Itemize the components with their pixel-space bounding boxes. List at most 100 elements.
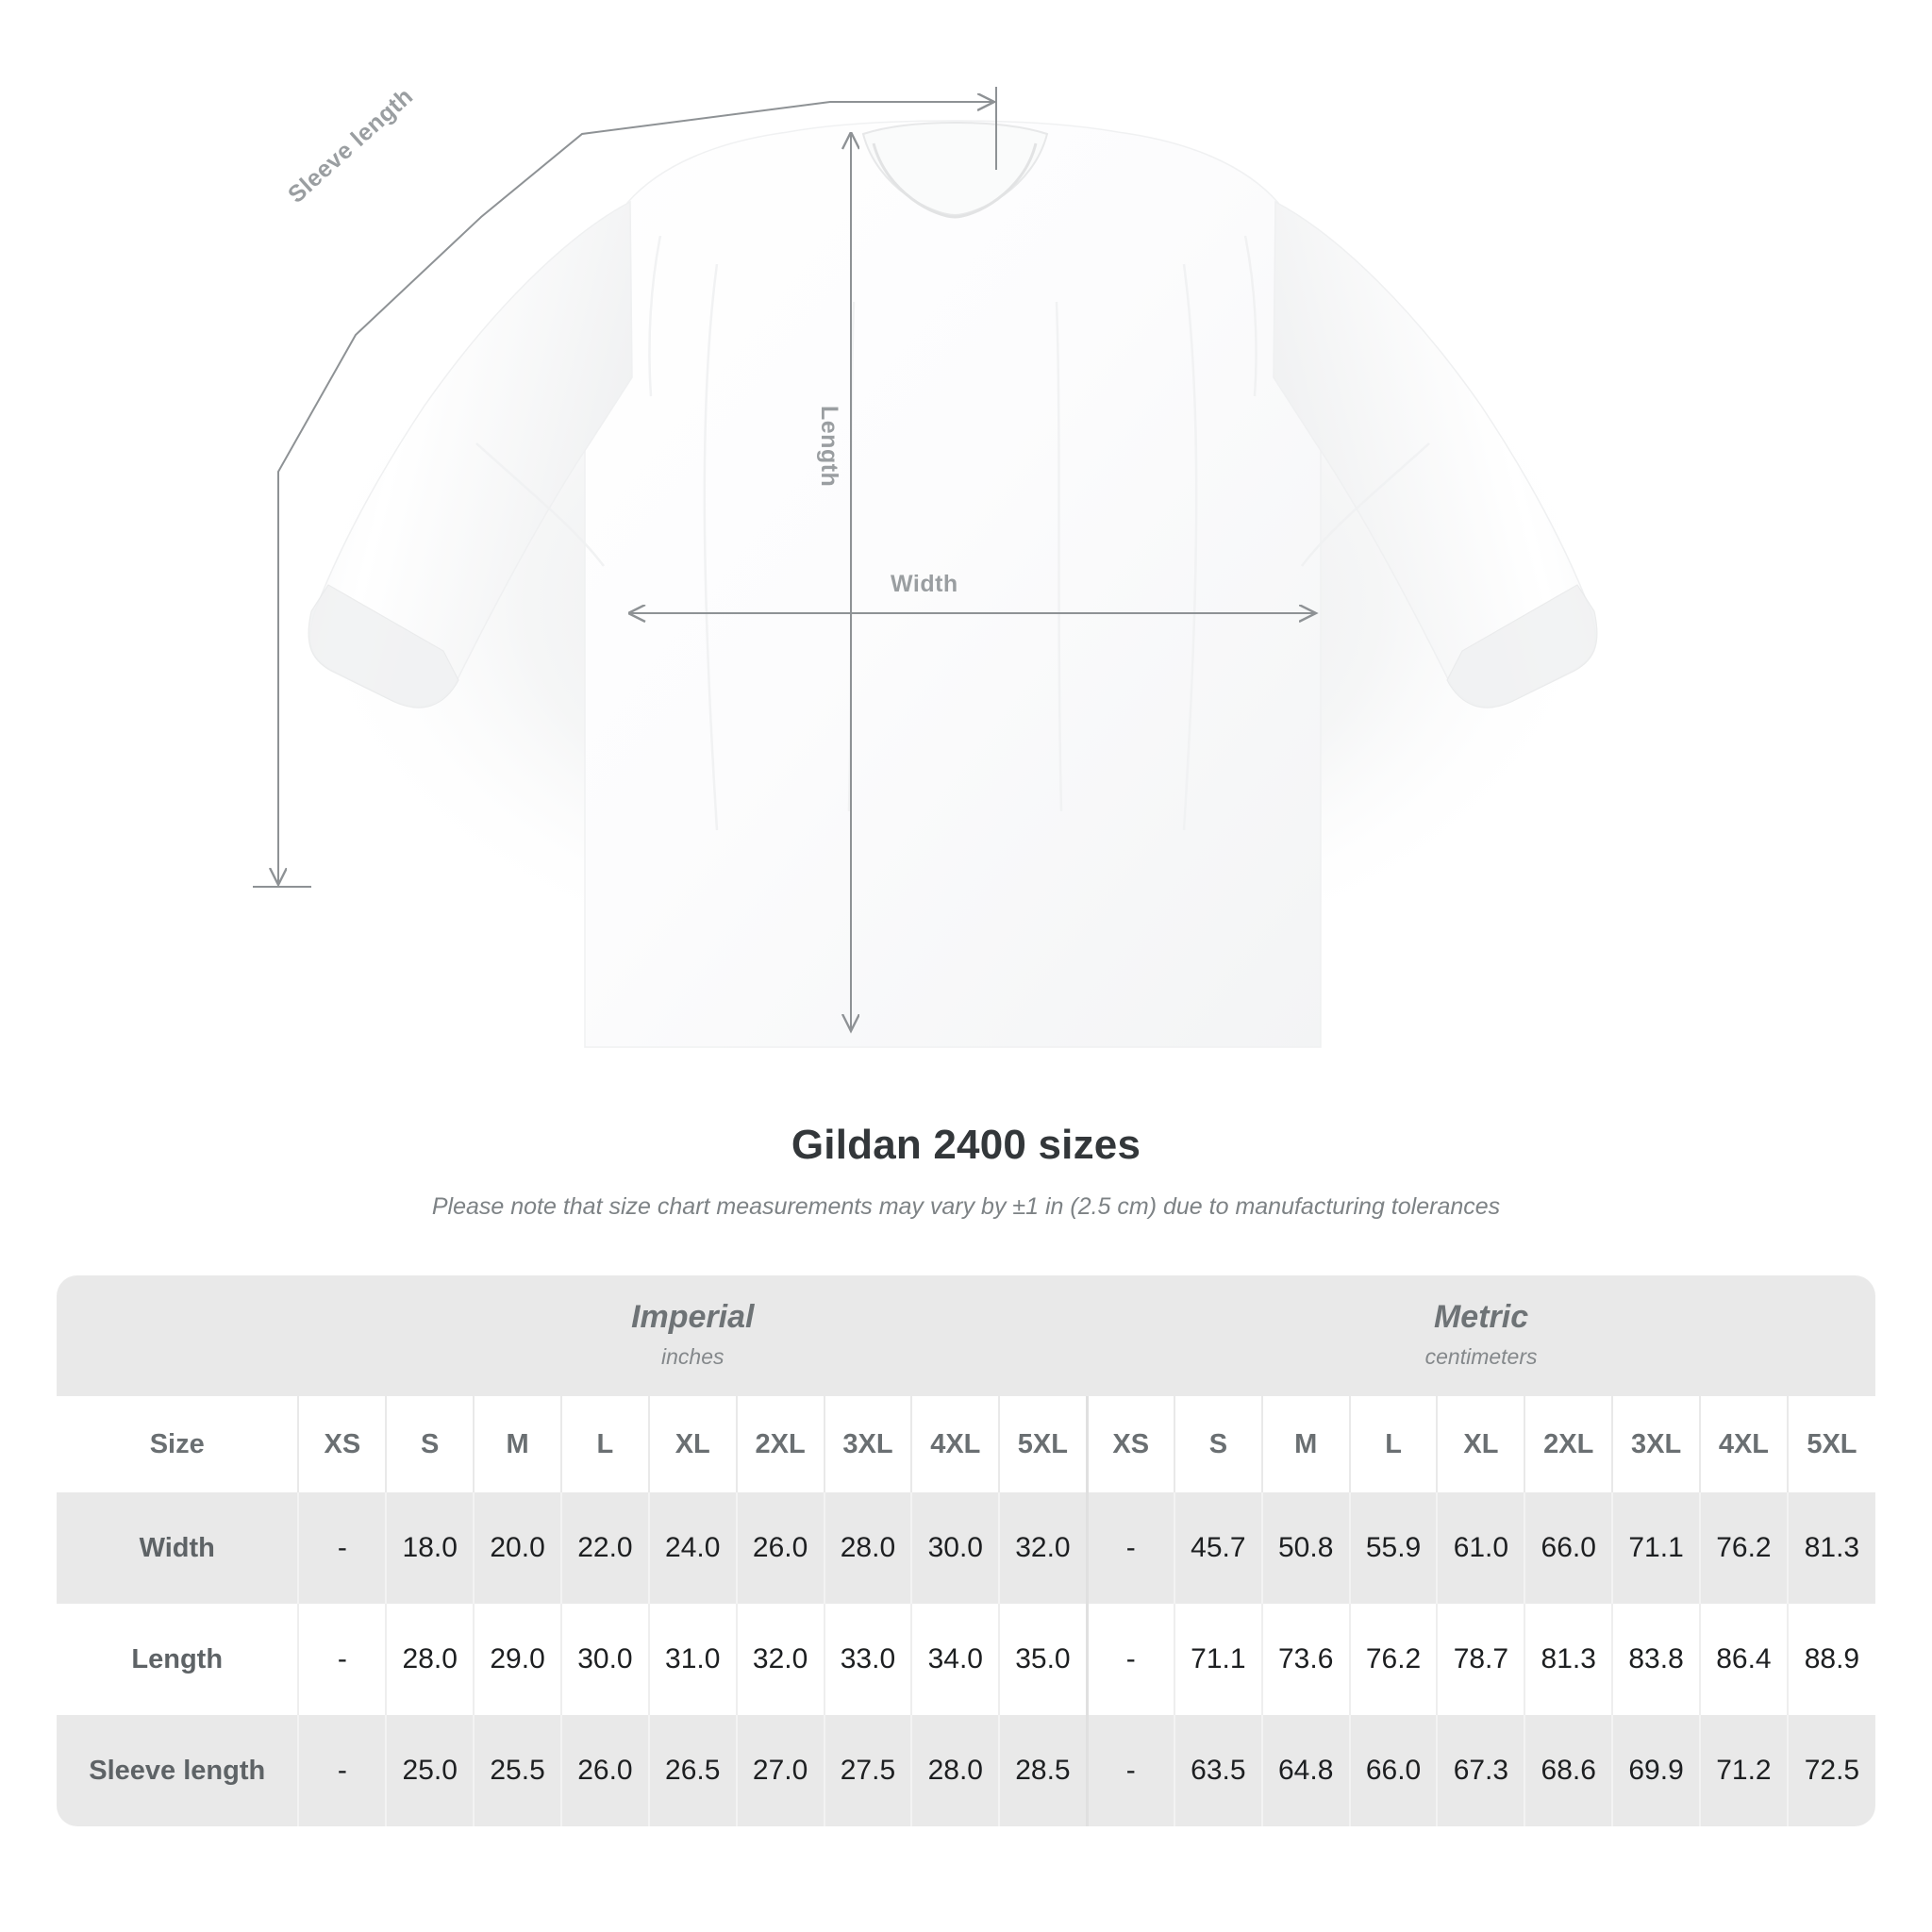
cell-metric: 81.3 <box>1786 1492 1875 1604</box>
cell-imperial: 26.0 <box>735 1492 824 1604</box>
title-block: Gildan 2400 sizes Please note that size … <box>0 1121 1932 1222</box>
cell-imperial: 28.0 <box>385 1604 475 1715</box>
size-header-imperial-5xl: 5XL <box>998 1396 1088 1492</box>
cell-imperial: 32.0 <box>735 1604 824 1715</box>
unit-banner-row: Imperial inches Metric centimeters <box>57 1275 1875 1396</box>
cell-metric: 81.3 <box>1524 1604 1613 1715</box>
row-label-length: Length <box>57 1604 299 1715</box>
size-header-metric-4xl: 4XL <box>1699 1396 1788 1492</box>
size-header-imperial-3xl: 3XL <box>823 1396 912 1492</box>
cell-metric: 45.7 <box>1173 1492 1262 1604</box>
metric-label: Metric <box>1433 1299 1529 1336</box>
cell-imperial: 33.0 <box>823 1604 912 1715</box>
cell-imperial: 28.0 <box>910 1715 1000 1826</box>
cell-metric: 78.7 <box>1436 1604 1525 1715</box>
page-title: Gildan 2400 sizes <box>791 1122 1141 1168</box>
cell-imperial: 18.0 <box>385 1492 475 1604</box>
cell-metric: 71.1 <box>1611 1492 1700 1604</box>
imperial-label: Imperial <box>631 1299 755 1336</box>
cell-imperial: - <box>297 1715 387 1826</box>
size-header-imperial-2xl: 2XL <box>735 1396 824 1492</box>
table-row: Width -18.0 20.0 22.0 24.0 26.0 28.0 30.0 32.0-4… <box>57 1492 1875 1604</box>
cell-metric: 50.8 <box>1260 1492 1350 1604</box>
cell-metric: 76.2 <box>1348 1604 1438 1715</box>
cell-metric: 68.6 <box>1524 1715 1613 1826</box>
cell-imperial: 26.5 <box>647 1715 737 1826</box>
size-header-cell: Size <box>57 1396 299 1492</box>
cell-imperial: 35.0 <box>998 1604 1088 1715</box>
cell-metric: 71.2 <box>1699 1715 1788 1826</box>
size-header-metric-xl: XL <box>1436 1396 1525 1492</box>
unit-group-metric: Metric centimeters <box>1087 1275 1875 1396</box>
cell-metric: - <box>1085 1604 1174 1715</box>
size-header-metric-3xl: 3XL <box>1611 1396 1700 1492</box>
cell-imperial: 24.0 <box>647 1492 737 1604</box>
cell-imperial: 32.0 <box>998 1492 1088 1604</box>
width-label: Width <box>891 571 958 597</box>
size-header-metric-s: S <box>1173 1396 1262 1492</box>
cell-metric: 88.9 <box>1786 1604 1875 1715</box>
size-header-imperial-4xl: 4XL <box>910 1396 1000 1492</box>
size-table-container: Imperial inches Metric centimeters Size … <box>57 1275 1875 1826</box>
cell-metric: 66.0 <box>1348 1715 1438 1826</box>
cell-imperial: 34.0 <box>910 1604 1000 1715</box>
row-label-sleeve-length: Sleeve length <box>57 1715 299 1826</box>
size-header-imperial-s: S <box>385 1396 475 1492</box>
cell-imperial: 30.0 <box>910 1492 1000 1604</box>
cell-metric: 61.0 <box>1436 1492 1525 1604</box>
tolerance-note: Please note that size chart measurements… <box>431 1192 1501 1220</box>
cell-metric: 86.4 <box>1699 1604 1788 1715</box>
cell-imperial: 28.0 <box>823 1492 912 1604</box>
garment-diagram-svg <box>253 87 1613 1048</box>
cell-metric: 73.6 <box>1260 1604 1350 1715</box>
size-header-metric-5xl: 5XL <box>1786 1396 1875 1492</box>
cell-metric: 55.9 <box>1348 1492 1438 1604</box>
cell-metric: 71.1 <box>1173 1604 1262 1715</box>
garment-illustration: Sleeve length Length Width <box>253 83 1613 1048</box>
cell-imperial: 26.0 <box>559 1715 649 1826</box>
cell-metric: 83.8 <box>1611 1604 1700 1715</box>
cell-imperial: 29.0 <box>473 1604 561 1715</box>
length-label: Length <box>816 406 842 488</box>
cell-imperial: 25.0 <box>385 1715 475 1826</box>
cell-imperial: - <box>297 1604 387 1715</box>
garment-body <box>308 120 1598 1048</box>
cell-imperial: 22.0 <box>559 1492 649 1604</box>
size-header-metric-2xl: 2XL <box>1524 1396 1613 1492</box>
size-chart-table: Imperial inches Metric centimeters Size … <box>57 1275 1875 1826</box>
cell-imperial: 31.0 <box>647 1604 737 1715</box>
cell-imperial: - <box>297 1492 387 1604</box>
cell-imperial: 30.0 <box>559 1604 649 1715</box>
cell-imperial: 28.5 <box>998 1715 1088 1826</box>
sleeve-length-dimension <box>253 87 997 888</box>
table-row: Sleeve length -25.0 25.5 26.0 26.5 27.0 27.5 28… <box>57 1715 1875 1826</box>
unit-banner-spacer <box>57 1275 299 1396</box>
size-header-imperial-l: L <box>559 1396 649 1492</box>
size-header-imperial-xs: XS <box>297 1396 387 1492</box>
cell-imperial: 20.0 <box>473 1492 561 1604</box>
size-header-imperial-m: M <box>473 1396 561 1492</box>
cell-metric: 67.3 <box>1436 1715 1525 1826</box>
cell-metric: - <box>1085 1492 1174 1604</box>
cell-metric: 66.0 <box>1524 1492 1613 1604</box>
cell-metric: 76.2 <box>1699 1492 1788 1604</box>
size-header-metric-l: L <box>1348 1396 1438 1492</box>
size-header-metric-m: M <box>1260 1396 1350 1492</box>
dimension-lines <box>253 87 1316 1031</box>
unit-group-imperial: Imperial inches <box>298 1275 1088 1396</box>
row-label-width: Width <box>57 1492 299 1604</box>
cell-imperial: 27.0 <box>735 1715 824 1826</box>
cell-imperial: 25.5 <box>473 1715 561 1826</box>
cell-metric: - <box>1085 1715 1174 1826</box>
cell-metric: 64.8 <box>1260 1715 1350 1826</box>
cell-imperial: 27.5 <box>823 1715 912 1826</box>
table-row: Length -28.0 29.0 30.0 31.0 32.0 33.0 34.0 35.0-… <box>57 1604 1875 1715</box>
cell-metric: 72.5 <box>1786 1715 1875 1826</box>
metric-sublabel: centimeters <box>1424 1344 1538 1370</box>
cell-metric: 63.5 <box>1173 1715 1262 1826</box>
cell-metric: 69.9 <box>1611 1715 1700 1826</box>
size-header-imperial-xl: XL <box>647 1396 737 1492</box>
imperial-sublabel: inches <box>661 1344 724 1370</box>
size-header-row: Size XS S M L XL 2XL 3XL 4XL 5XL XS S M L XL 2XL 3XL 4XL… <box>57 1396 1875 1492</box>
